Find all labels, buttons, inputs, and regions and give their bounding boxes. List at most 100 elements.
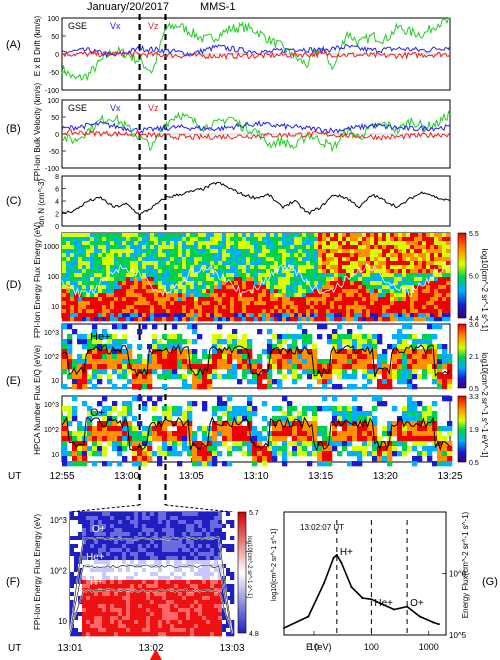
panel-f-cell bbox=[226, 528, 231, 533]
panel-d-cell bbox=[318, 293, 323, 298]
panel-d-cell bbox=[70, 253, 75, 258]
panel-f-cell bbox=[98, 624, 103, 629]
panel-d-cell bbox=[402, 237, 407, 242]
panel-f-cell bbox=[78, 596, 83, 601]
panel-d-cell bbox=[266, 305, 271, 310]
panel-d-cell bbox=[218, 305, 223, 310]
panel-d-cell bbox=[234, 293, 239, 298]
panel-d-cell bbox=[62, 305, 67, 310]
panel-f-cell bbox=[130, 608, 135, 613]
panel-c-ytick-label: 6 bbox=[55, 187, 59, 194]
panel-f-cell bbox=[210, 584, 215, 589]
panel-d-cell bbox=[370, 257, 375, 262]
panel-f-cell bbox=[230, 556, 235, 561]
panel-d-cell bbox=[218, 297, 223, 302]
panel-d-cell bbox=[322, 293, 327, 298]
panel-d-cell bbox=[206, 245, 211, 250]
panel-d-cell bbox=[130, 245, 135, 250]
panel-d-cell bbox=[138, 265, 143, 270]
panel-e-o-cell bbox=[302, 446, 308, 452]
panel-d-cell bbox=[266, 233, 271, 238]
panel-d-cell bbox=[66, 317, 71, 322]
panel-f-cell bbox=[198, 616, 203, 621]
panel-f-cell bbox=[118, 584, 123, 589]
panel-d-cell bbox=[130, 257, 135, 262]
panel-f-cell bbox=[118, 596, 123, 601]
panel-d-cell bbox=[186, 233, 191, 238]
panel-e-o-cell bbox=[72, 411, 78, 417]
panel-d-cell bbox=[102, 281, 107, 286]
panel-d-cell bbox=[98, 237, 103, 242]
panel-d-cell bbox=[286, 257, 291, 262]
panel-e-he-cell bbox=[217, 324, 223, 330]
panel-d-cell bbox=[346, 269, 351, 274]
panel-f-cell bbox=[118, 608, 123, 613]
panel-e-o-cell bbox=[152, 401, 158, 407]
panel-e-o-cell bbox=[127, 411, 133, 417]
panel-d-cell bbox=[146, 261, 151, 266]
panel-e-he-cell bbox=[222, 364, 228, 370]
panel-d-cell bbox=[310, 241, 315, 246]
panel-f-cell bbox=[130, 592, 135, 597]
panel-d-cell bbox=[438, 285, 443, 290]
panel-e-he-cell bbox=[322, 384, 328, 390]
panel-d-cell bbox=[230, 237, 235, 242]
panel-d-cell bbox=[254, 261, 259, 266]
panel-f-cell bbox=[210, 512, 215, 517]
panel-d-cell bbox=[306, 273, 311, 278]
panel-d-cell bbox=[418, 261, 423, 266]
panel-e-o-cell bbox=[352, 426, 358, 432]
panel-e-o-cell bbox=[447, 426, 453, 432]
panel-d-cell bbox=[362, 289, 367, 294]
panel-e-o-cell bbox=[312, 421, 318, 427]
panel-d-cell bbox=[190, 305, 195, 310]
panel-d-cell bbox=[410, 277, 415, 282]
panel-g-peak-label: O+ bbox=[410, 598, 424, 609]
panel-d-cell bbox=[342, 269, 347, 274]
panel-e-o-cell bbox=[137, 431, 143, 437]
panel-d-cell bbox=[418, 277, 423, 282]
panel-d-cell bbox=[106, 305, 111, 310]
panel-d-cell bbox=[162, 317, 167, 322]
panel-d-cell bbox=[86, 297, 91, 302]
panel-e-he-cell bbox=[72, 374, 78, 380]
panel-d-cell bbox=[250, 293, 255, 298]
panel-e-he-cell bbox=[317, 379, 323, 385]
panel-d-cell bbox=[178, 301, 183, 306]
panel-f-cell bbox=[210, 532, 215, 537]
panel-d-cell bbox=[182, 245, 187, 250]
panel-c-frame bbox=[61, 175, 451, 227]
panel-e-o-cell bbox=[122, 406, 128, 412]
panel-d-cell bbox=[122, 293, 127, 298]
panel-e-he-cell bbox=[402, 339, 408, 345]
panel-f-cell bbox=[82, 512, 87, 517]
panel-d-cell bbox=[290, 249, 295, 254]
panel-g-point bbox=[418, 615, 421, 618]
panel-d-cell bbox=[330, 233, 335, 238]
panel-e-he-cell bbox=[192, 374, 198, 380]
panel-f-cell bbox=[130, 612, 135, 617]
panel-d-cell bbox=[66, 249, 71, 254]
panel-e-he-cell bbox=[172, 364, 178, 370]
panel-f-cell bbox=[174, 572, 179, 577]
panel-f-cell bbox=[158, 608, 163, 613]
panel-e-he-cell bbox=[107, 379, 113, 385]
panel-e-o-cell bbox=[382, 456, 388, 462]
panel-d-cell bbox=[390, 281, 395, 286]
panel-d-cell bbox=[62, 261, 67, 266]
panel-d-cell bbox=[434, 273, 439, 278]
panel-e-he-cell bbox=[162, 344, 168, 350]
panel-d-cell bbox=[278, 233, 283, 238]
panel-e-he-cell bbox=[302, 339, 308, 345]
panel-e-he-cell bbox=[252, 364, 258, 370]
panel-d-cell bbox=[86, 281, 91, 286]
panel-e-he-cell bbox=[152, 324, 158, 330]
panel-d-cell bbox=[286, 313, 291, 318]
panel-d-cell bbox=[86, 261, 91, 266]
panel-d-cell bbox=[186, 237, 191, 242]
panel-b-ytick-label: -100 bbox=[45, 166, 59, 173]
panel-d-cell bbox=[358, 257, 363, 262]
panel-f-cell bbox=[86, 612, 91, 617]
panel-d-cell bbox=[218, 237, 223, 242]
panel-e-he-cell bbox=[162, 354, 168, 360]
